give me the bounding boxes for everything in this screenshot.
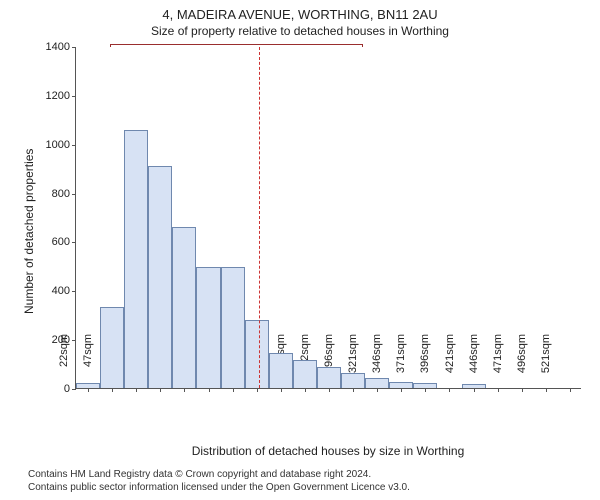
chart-bar — [269, 353, 293, 388]
y-tick-mark — [72, 47, 76, 48]
chart-bar — [172, 227, 196, 388]
chart-bar — [413, 383, 437, 388]
y-tick-label: 400 — [52, 285, 70, 297]
y-tick-label: 1200 — [46, 90, 70, 102]
y-tick-mark — [72, 242, 76, 243]
chart-bar — [245, 320, 269, 388]
chart-bar — [100, 307, 124, 388]
chart-bar — [148, 166, 172, 388]
chart-bar — [365, 378, 389, 388]
chart-bar — [76, 383, 100, 388]
chart-plot-area: 020040060080010001200140022sqm47sqm72sqm… — [75, 47, 581, 389]
footer-copyright: Contains HM Land Registry data © Crown c… — [28, 468, 410, 494]
chart-bar — [462, 384, 486, 388]
y-tick-label: 800 — [52, 188, 70, 200]
y-tick-mark — [72, 291, 76, 292]
y-tick-mark — [72, 96, 76, 97]
chart-bar — [196, 267, 220, 388]
x-tick-mark — [570, 388, 571, 392]
x-tick-label: 421sqm — [444, 334, 456, 394]
chart-bar — [124, 130, 148, 388]
x-tick-label: 22sqm — [58, 334, 70, 394]
y-tick-mark — [72, 340, 76, 341]
footer-line: Contains public sector information licen… — [28, 481, 410, 494]
y-tick-label: 600 — [52, 236, 70, 248]
footer-line: Contains HM Land Registry data © Crown c… — [28, 468, 410, 481]
threshold-line — [259, 47, 260, 388]
chart-bar — [317, 367, 341, 388]
page-subtitle: Size of property relative to detached ho… — [0, 24, 600, 38]
y-axis-label: Number of detached properties — [22, 148, 36, 313]
y-tick-mark — [72, 389, 76, 390]
chart-bar — [293, 360, 317, 388]
x-axis-label: Distribution of detached houses by size … — [75, 444, 581, 458]
y-tick-label: 1400 — [46, 41, 70, 53]
y-tick-label: 1000 — [46, 139, 70, 151]
x-tick-label: 521sqm — [540, 334, 552, 394]
chart-bar — [221, 267, 245, 388]
y-tick-mark — [72, 194, 76, 195]
page-title: 4, MADEIRA AVENUE, WORTHING, BN11 2AU — [0, 7, 600, 22]
chart-bar — [341, 373, 365, 388]
x-tick-label: 471sqm — [492, 334, 504, 394]
y-tick-mark — [72, 145, 76, 146]
chart-bar — [389, 382, 413, 388]
x-tick-label: 496sqm — [516, 334, 528, 394]
